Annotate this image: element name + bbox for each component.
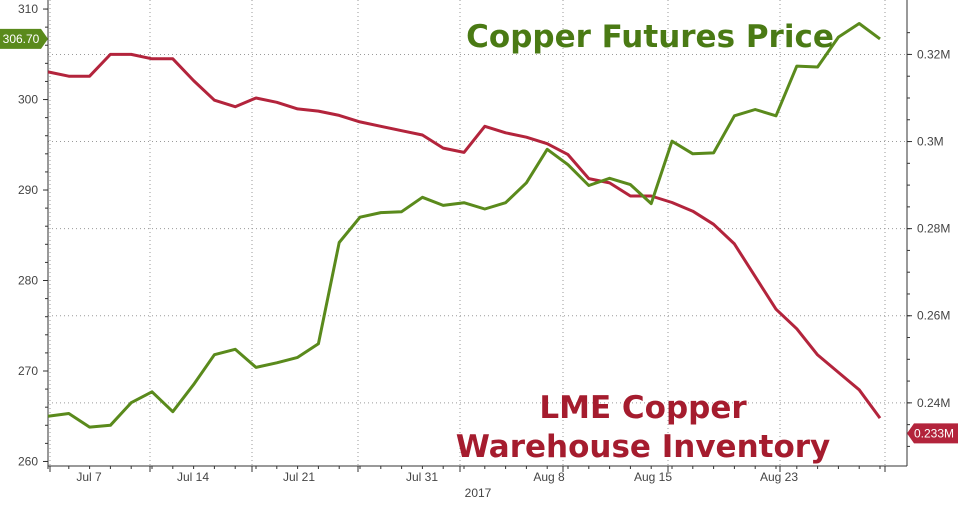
series-line-copper-price bbox=[47, 22, 881, 429]
series-line-lme-inventory bbox=[47, 52, 882, 419]
left-tick-label: 280 bbox=[18, 274, 38, 288]
x-tick-label: Aug 15 bbox=[634, 470, 672, 484]
copper-badge-shape bbox=[0, 28, 48, 49]
left-axis-ticks: 310 300 290 280 270 260 bbox=[18, 2, 48, 468]
inventory-last-value-label: 0.233M bbox=[914, 426, 954, 440]
left-tick-label: 290 bbox=[18, 183, 38, 197]
x-tick-label: Jul 21 bbox=[283, 470, 315, 484]
x-tick-label: Aug 8 bbox=[533, 470, 565, 484]
x-axis-ticks: Jul 7 Jul 14 Jul 21 Jul 31 Aug 8 Aug 15 Aug 23 bbox=[47, 466, 886, 484]
right-tick-label: 0.24M bbox=[917, 396, 950, 410]
lme-series-annotation-line1: LME Copper bbox=[539, 390, 747, 426]
copper-last-value-badge: 306.70 bbox=[0, 28, 48, 49]
left-tick-label: 310 bbox=[18, 2, 38, 16]
left-tick-label: 300 bbox=[18, 93, 38, 107]
axes bbox=[47, 0, 908, 467]
x-tick-label: Aug 23 bbox=[760, 470, 798, 484]
grid-lines bbox=[48, 0, 907, 466]
x-axis-year-label: 2017 bbox=[465, 486, 492, 500]
left-tick-label: 270 bbox=[18, 364, 38, 378]
inventory-badge-shape bbox=[907, 423, 958, 444]
x-tick-label: Jul 31 bbox=[406, 470, 438, 484]
right-tick-label: 0.28M bbox=[917, 222, 950, 236]
lme-series-annotation-line2: Warehouse Inventory bbox=[456, 429, 831, 465]
right-tick-label: 0.26M bbox=[917, 309, 950, 323]
x-tick-label: Jul 14 bbox=[177, 470, 209, 484]
left-tick-label: 260 bbox=[18, 454, 38, 468]
copper-series-annotation: Copper Futures Price bbox=[466, 19, 834, 55]
right-axis-ticks: 0.32M 0.3M 0.28M 0.26M 0.24M bbox=[907, 32, 950, 447]
x-tick-label: Jul 7 bbox=[76, 470, 102, 484]
copper-last-value-label: 306.70 bbox=[3, 32, 40, 46]
right-tick-label: 0.32M bbox=[917, 47, 950, 61]
right-tick-label: 0.3M bbox=[917, 135, 944, 149]
inventory-last-value-badge: 0.233M bbox=[907, 423, 958, 444]
